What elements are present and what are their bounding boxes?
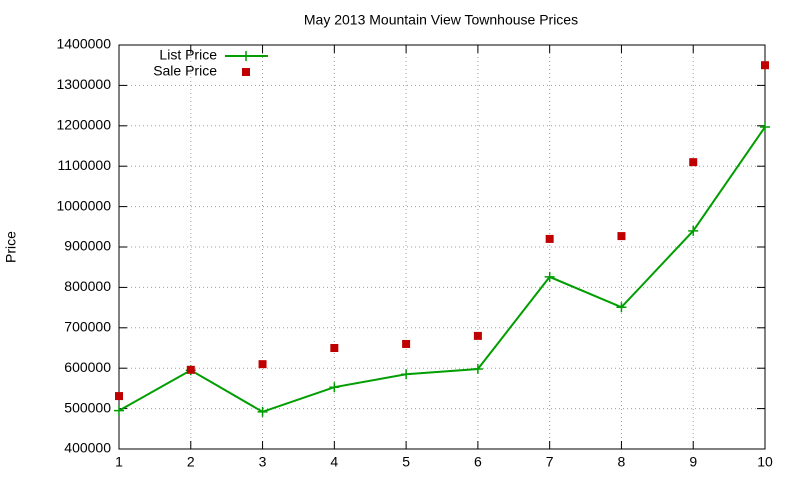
y-tick-label: 1200000 (56, 117, 111, 133)
point-marker (402, 339, 411, 348)
legend-label: List Price (159, 47, 217, 63)
y-tick-label: 900000 (64, 238, 111, 254)
y-tick-label: 1400000 (56, 36, 111, 52)
y-axis-label: Price (3, 231, 19, 263)
x-tick-label: 10 (757, 454, 773, 470)
point-marker (186, 365, 195, 374)
y-tick-label: 600000 (64, 359, 111, 375)
point-marker (401, 369, 412, 380)
legend-label: Sale Price (153, 63, 217, 79)
point-marker (472, 364, 483, 375)
chart-title: May 2013 Mountain View Townhouse Prices (304, 12, 578, 28)
y-tick-label: 700000 (64, 319, 111, 335)
point-marker (761, 61, 769, 70)
point-marker (330, 344, 339, 352)
point-marker (329, 382, 340, 393)
series-line (118, 126, 766, 413)
point-marker (258, 360, 267, 369)
point-marker (242, 68, 250, 76)
y-tick-label: 400000 (64, 440, 111, 456)
point-marker (241, 51, 251, 61)
x-tick-label: 3 (259, 454, 267, 470)
x-tick-label: 2 (187, 454, 195, 470)
x-tick-label: 4 (330, 454, 338, 470)
y-tick-label: 500000 (64, 399, 111, 415)
point-marker (544, 271, 555, 282)
point-marker (114, 405, 124, 416)
point-marker (760, 122, 770, 133)
point-marker (257, 406, 268, 417)
point-marker (617, 232, 626, 241)
y-tick-label: 1000000 (56, 197, 111, 213)
y-tick-label: 1300000 (56, 76, 111, 92)
y-tick-label: 1100000 (58, 157, 112, 173)
point-marker (545, 234, 554, 243)
x-tick-label: 8 (618, 454, 626, 470)
point-marker (616, 302, 627, 313)
point-marker (115, 392, 123, 401)
point-marker (688, 225, 699, 236)
x-tick-label: 7 (546, 454, 554, 470)
x-tick-label: 1 (115, 454, 123, 470)
plot-frame (118, 44, 766, 450)
point-marker (473, 331, 482, 340)
y-tick-label: 800000 (64, 278, 111, 294)
point-marker (689, 158, 698, 167)
x-tick-label: 9 (689, 454, 697, 470)
x-tick-label: 6 (474, 454, 482, 470)
x-tick-label: 5 (402, 454, 410, 470)
